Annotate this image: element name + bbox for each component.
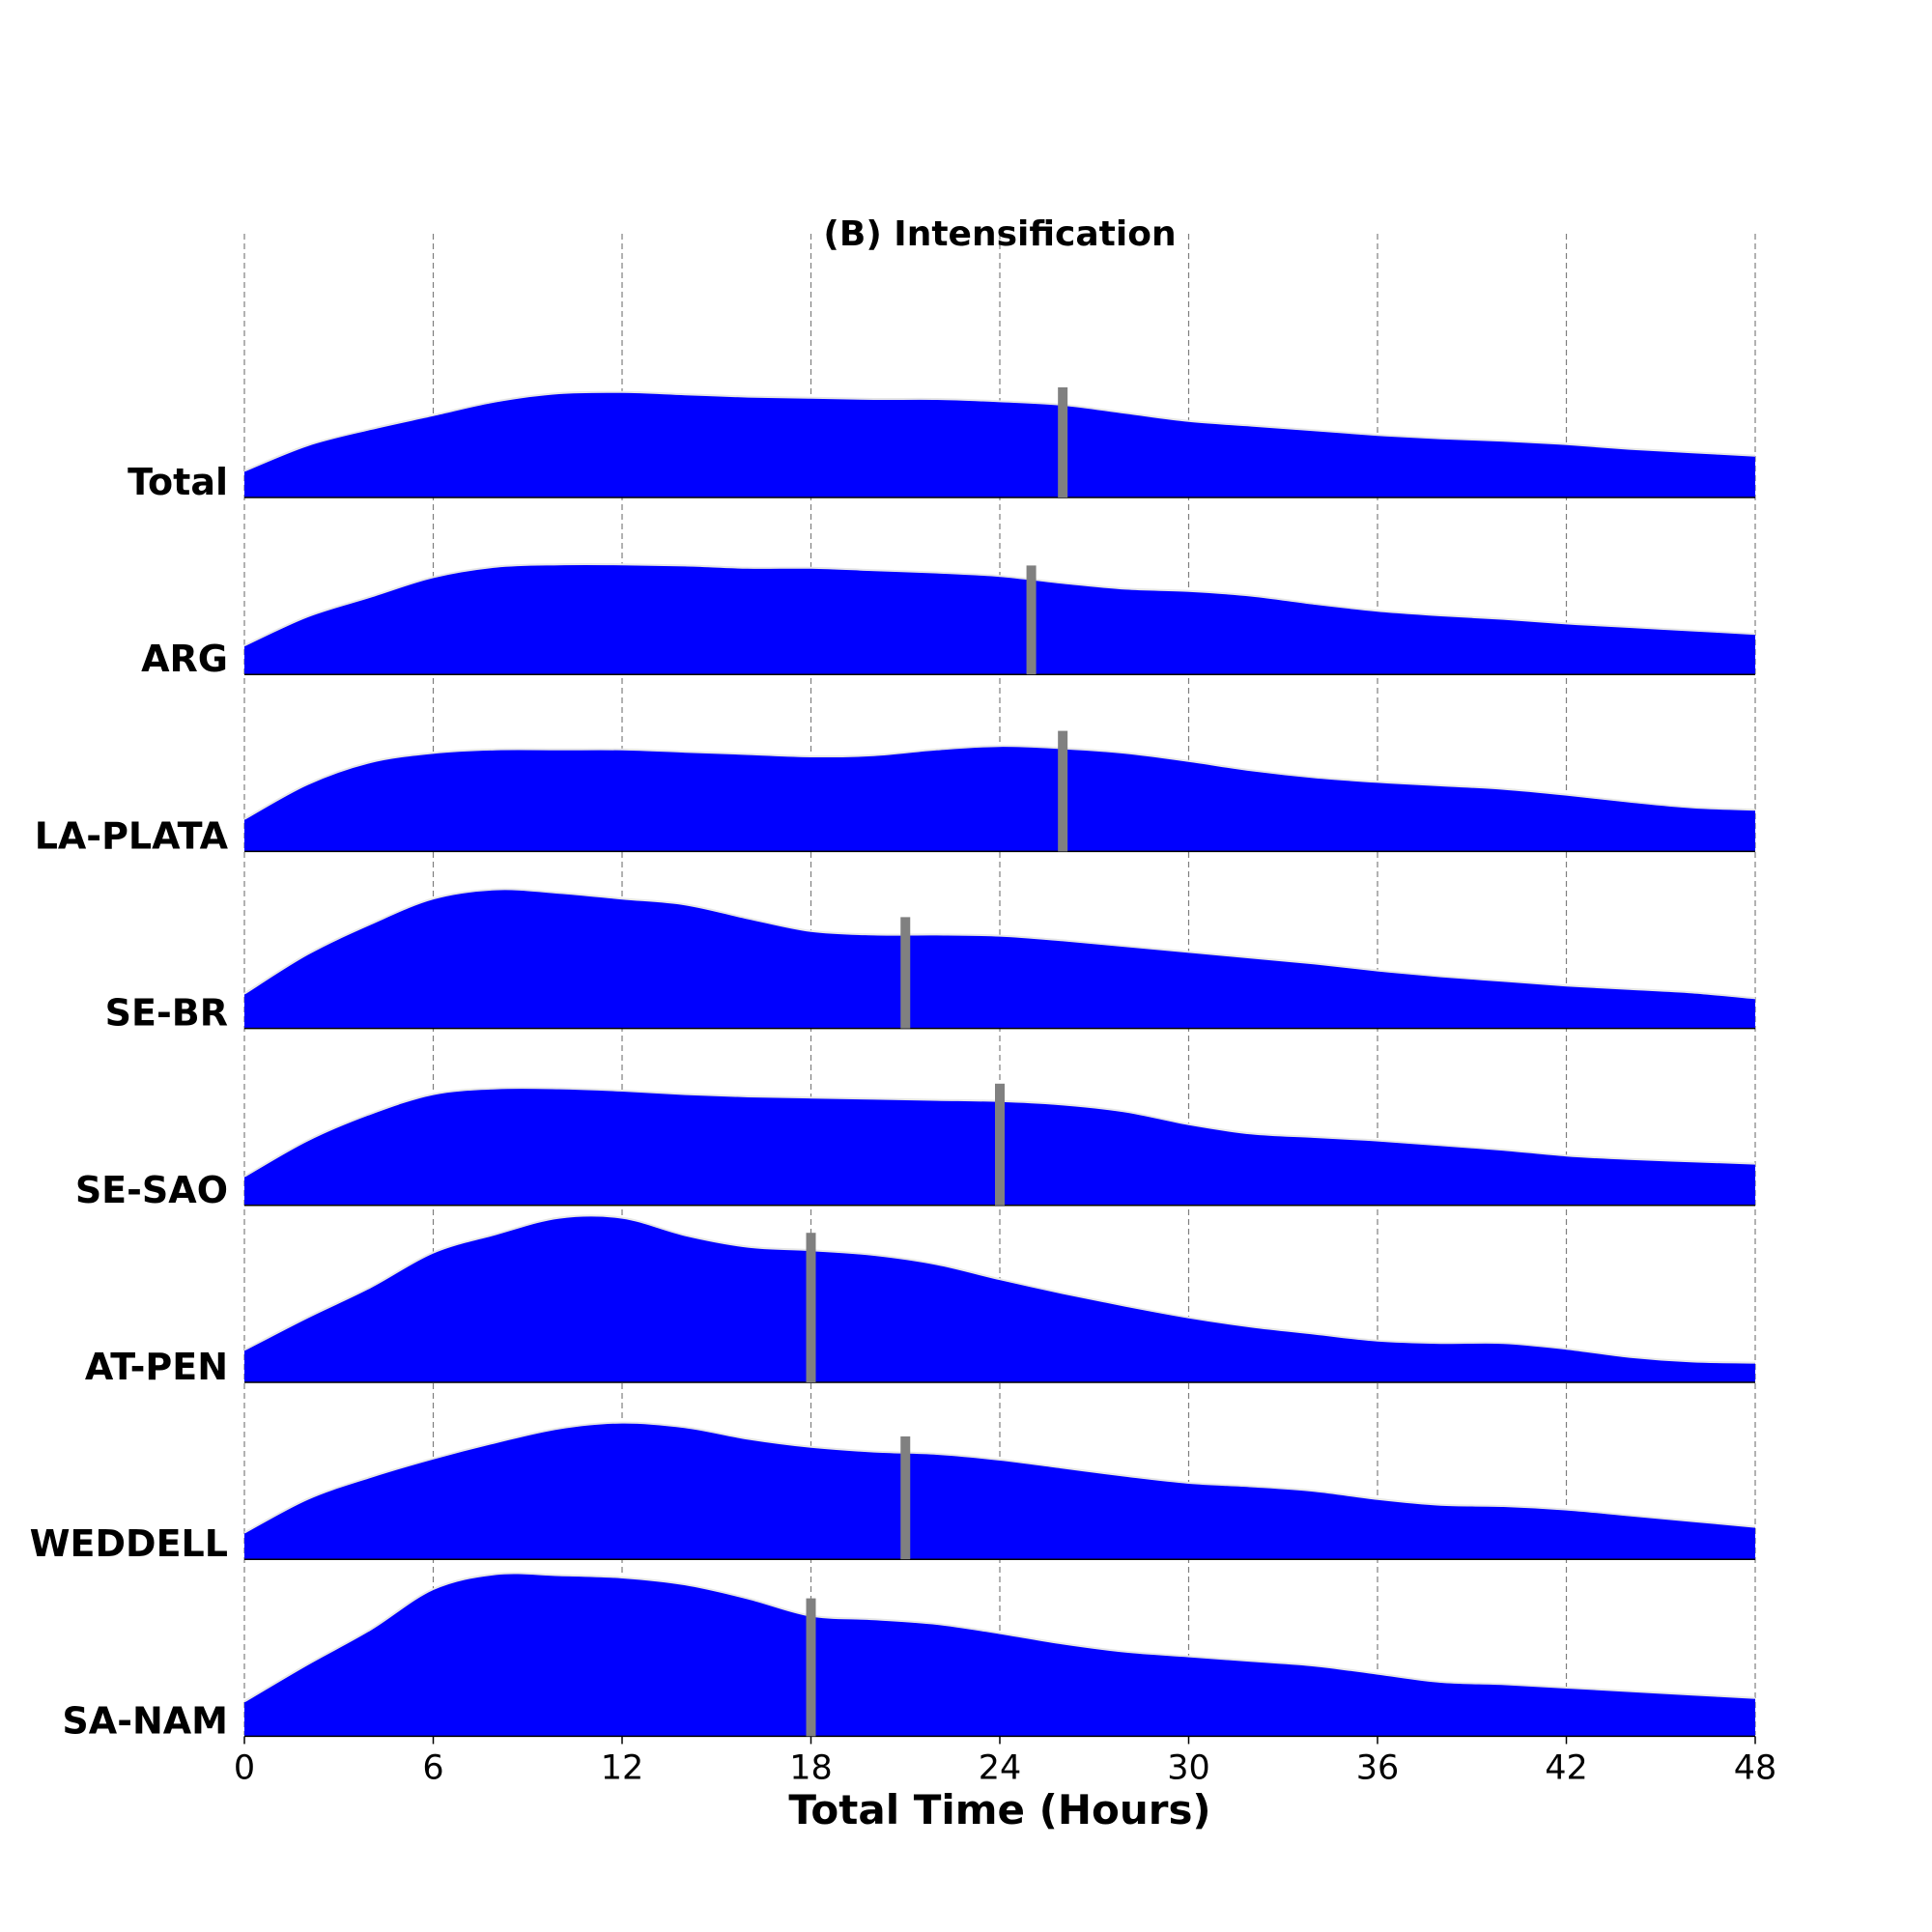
row-label: ARG (141, 638, 228, 680)
density-area (244, 889, 1755, 1029)
density-area (244, 391, 1755, 497)
density-outline (243, 1214, 1756, 1364)
density-outline (243, 390, 1756, 472)
marker-bar (900, 1436, 911, 1560)
ridge-row: SA-NAM (62, 1572, 1756, 1742)
ridge-row: ARG (141, 562, 1756, 680)
x-tick-label: 36 (1356, 1748, 1400, 1787)
row-label: Total (128, 461, 228, 503)
marker-bar (900, 917, 911, 1029)
marker-bar (806, 1233, 816, 1382)
x-tick-label: 42 (1545, 1748, 1588, 1787)
row-label: SE-BR (105, 992, 228, 1035)
row-label: AT-PEN (85, 1346, 228, 1388)
row-label: SE-SAO (75, 1169, 228, 1211)
x-axis-label: Total Time (Hours) (788, 1786, 1210, 1833)
density-area (244, 1422, 1755, 1560)
marker-bar (1026, 565, 1037, 675)
density-outline (243, 562, 1756, 647)
x-tick-label: 18 (789, 1748, 833, 1787)
ridge-row: SE-SAO (75, 1083, 1756, 1211)
density-outline (243, 745, 1756, 820)
ridge-row: Total (128, 387, 1756, 503)
density-area (244, 746, 1755, 852)
x-axis-ticks: 0 6 12 18 24 30 36 42 48 (234, 1736, 1776, 1787)
chart-title: (B) Intensification (823, 214, 1176, 254)
row-label: SA-NAM (62, 1699, 228, 1742)
ridge-row: LA-PLATA (35, 730, 1756, 857)
marker-bar (1058, 387, 1068, 497)
ridgeline-rows: Total ARG LA-PLATA SE-BR SE-SAO AT-PEN WEDDELL… (30, 387, 1756, 1742)
ridge-row: WEDDELL (30, 1421, 1756, 1565)
x-tick-label: 24 (979, 1748, 1022, 1787)
density-outline (243, 1572, 1756, 1703)
marker-bar (806, 1598, 816, 1737)
row-label: LA-PLATA (35, 814, 229, 857)
row-label: WEDDELL (30, 1522, 228, 1565)
ridge-row: SE-BR (105, 888, 1756, 1035)
marker-bar (995, 1083, 1005, 1206)
x-tick-label: 0 (234, 1748, 255, 1787)
marker-bar (1058, 730, 1068, 852)
x-tick-label: 48 (1734, 1748, 1777, 1787)
x-tick-label: 30 (1167, 1748, 1210, 1787)
x-tick-label: 6 (422, 1748, 443, 1787)
ridge-row: AT-PEN (85, 1214, 1756, 1388)
x-tick-label: 12 (601, 1748, 644, 1787)
density-area (244, 1573, 1755, 1737)
density-outline (243, 1421, 1756, 1534)
density-area (244, 563, 1755, 675)
density-outline (243, 888, 1756, 1000)
